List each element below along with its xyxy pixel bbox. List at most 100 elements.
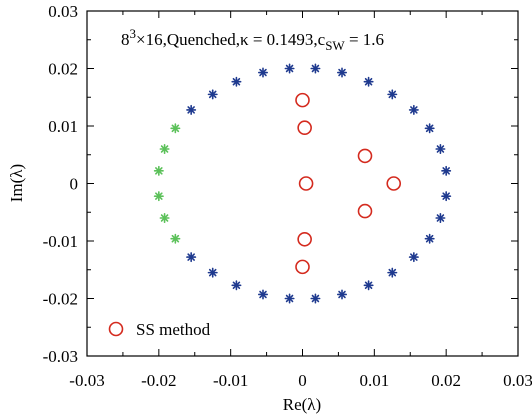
x-tick-label: 0.02 <box>431 371 461 390</box>
star-marker-stroke <box>259 290 267 299</box>
star-marker <box>387 267 398 278</box>
ss-method-point <box>386 176 402 191</box>
legend: SS method <box>108 320 211 339</box>
star-marker-stroke <box>232 77 241 86</box>
star-marker <box>257 67 268 78</box>
star-marker <box>257 289 268 300</box>
star-marker <box>441 165 452 176</box>
star-marker-stroke <box>436 145 445 153</box>
star-marker-stroke <box>155 167 163 175</box>
ss-method-point <box>295 92 310 108</box>
ss-method-point <box>357 148 373 164</box>
star-marker-stroke <box>160 214 169 222</box>
star-marker <box>435 144 446 154</box>
star-marker <box>159 144 170 154</box>
star-marker <box>387 89 398 100</box>
star-marker <box>186 104 197 115</box>
star-marker-stroke <box>171 234 180 243</box>
star-marker <box>153 191 164 202</box>
star-marker-stroke <box>171 124 180 133</box>
chart-annotation: 83×16,Quenched,κ = 0.1493,cSW = 1.6 <box>121 26 384 53</box>
x-tick-label: -0.03 <box>69 371 104 390</box>
y-tick-label: 0 <box>70 175 79 194</box>
star-marker <box>231 76 242 87</box>
star-marker-stroke <box>338 68 346 77</box>
star-marker-stroke <box>388 90 397 99</box>
star-marker-stroke <box>155 192 163 200</box>
star-marker <box>424 233 435 244</box>
star-marker-stroke <box>208 268 217 277</box>
annotation-middle: ×16,Quenched,κ = 0.1493,c <box>136 30 326 49</box>
star-marker <box>159 213 170 223</box>
legend-label: SS method <box>136 320 211 339</box>
star-marker <box>153 165 164 176</box>
star-marker-stroke <box>364 77 373 86</box>
data-points <box>153 63 452 304</box>
x-tick-label: 0.01 <box>359 371 389 390</box>
star-marker-stroke <box>232 281 241 290</box>
y-tick-label: -0.01 <box>43 232 78 251</box>
star-marker-stroke <box>285 294 294 303</box>
star-marker-stroke <box>208 90 217 99</box>
star-marker <box>170 123 181 134</box>
x-axis-label: Re(λ) <box>283 395 321 414</box>
star-marker <box>337 67 348 78</box>
annotation-subscript: SW <box>325 38 345 53</box>
star-marker-stroke <box>410 106 418 114</box>
star-marker-stroke <box>364 281 373 290</box>
x-tick-label: 0 <box>298 371 307 390</box>
annotation-superscript: 3 <box>130 26 137 41</box>
star-marker-stroke <box>442 167 450 175</box>
star-marker-stroke <box>425 234 434 243</box>
ss-method-point <box>297 120 312 136</box>
star-marker-stroke <box>187 106 195 114</box>
star-marker-stroke <box>388 268 397 277</box>
star-marker <box>363 280 374 291</box>
star-marker <box>363 76 374 87</box>
x-tick-label: -0.01 <box>213 371 248 390</box>
star-marker <box>207 89 218 100</box>
star-marker <box>284 63 295 74</box>
star-marker <box>408 252 419 263</box>
x-tick-label: -0.02 <box>141 371 176 390</box>
ss-method-point <box>298 176 314 191</box>
y-tick-labels: -0.03 -0.02 -0.01 0 0.01 0.02 0.03 <box>43 2 78 366</box>
ss-method-point <box>357 203 373 219</box>
y-tick-label: 0.02 <box>48 60 78 79</box>
star-marker-stroke <box>259 68 267 77</box>
x-tick-label: 0.03 <box>503 371 532 390</box>
star-marker-stroke <box>311 294 320 303</box>
y-axis-label: Im(λ) <box>7 164 26 202</box>
axis-ticks <box>86 10 519 357</box>
star-marker-stroke <box>436 214 445 222</box>
star-marker <box>310 63 321 74</box>
star-marker-stroke <box>410 253 418 261</box>
star-marker <box>435 213 446 223</box>
star-marker <box>186 252 197 263</box>
star-marker <box>284 293 295 304</box>
y-tick-label: -0.02 <box>43 290 78 309</box>
annotation-end: = 1.6 <box>345 30 384 49</box>
star-marker <box>207 267 218 278</box>
y-tick-label: 0.03 <box>48 2 78 21</box>
star-marker <box>310 293 321 304</box>
star-marker <box>170 233 181 244</box>
ss-method-point <box>295 259 310 275</box>
star-marker <box>231 280 242 291</box>
x-tick-labels: -0.03 -0.02 -0.01 0 0.01 0.02 0.03 <box>69 371 532 390</box>
star-marker-stroke <box>285 64 294 73</box>
star-marker-stroke <box>338 290 346 299</box>
ss-method-point <box>297 231 312 247</box>
star-marker-stroke <box>160 145 169 153</box>
star-marker-stroke <box>187 253 195 261</box>
star-marker-stroke <box>425 124 434 133</box>
y-tick-label: -0.03 <box>43 347 78 366</box>
plot-frame <box>86 10 519 357</box>
star-marker <box>424 123 435 134</box>
star-marker-stroke <box>442 192 450 200</box>
star-marker-stroke <box>311 64 320 73</box>
star-marker <box>441 191 452 202</box>
y-tick-label: 0.01 <box>48 117 78 136</box>
star-marker <box>408 104 419 115</box>
